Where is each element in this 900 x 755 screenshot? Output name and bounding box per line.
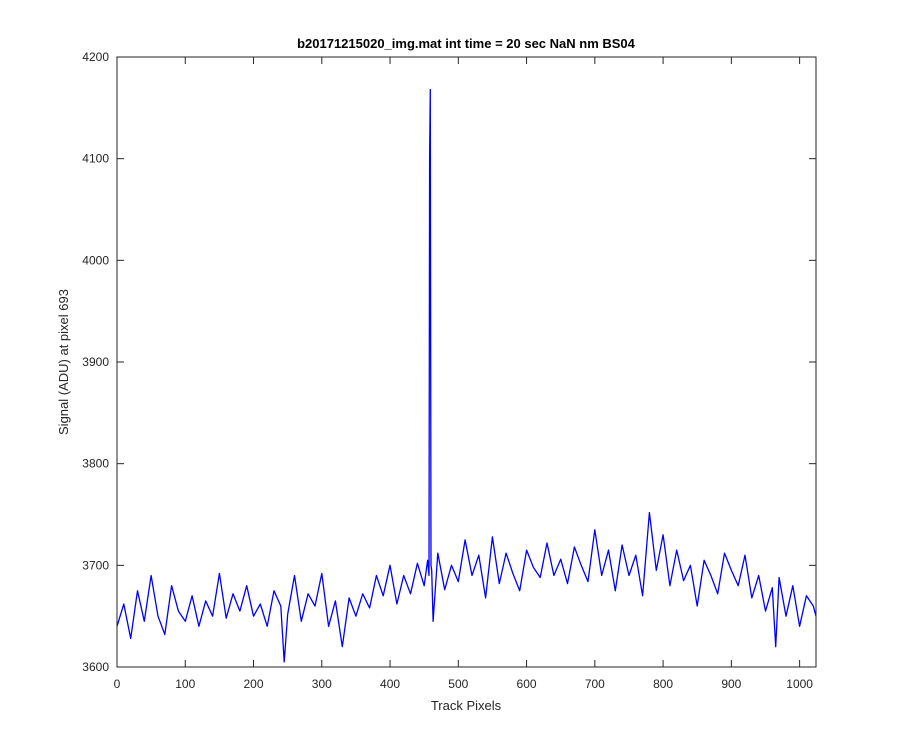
y-tick-label: 3700	[82, 558, 109, 572]
series-layer	[116, 88, 817, 663]
axes-box	[116, 56, 817, 668]
chart-title: b20171215020_img.mat int time = 20 sec N…	[297, 36, 636, 51]
y-tick-label: 3600	[82, 660, 109, 674]
x-axis-label: Track Pixels	[431, 698, 502, 713]
plot-area	[117, 57, 816, 667]
y-axis-label: Signal (ADU) at pixel 693	[56, 289, 71, 435]
x-tick-label: 700	[585, 677, 605, 691]
y-tick-label: 3900	[82, 355, 109, 369]
y-tick-labels: 3600 3700 3800 3900 4000 4100 4200	[82, 50, 109, 674]
signal-series-line	[116, 88, 817, 663]
y-tick-label: 4000	[82, 253, 109, 267]
x-tick-labels: 0 100 200 300 400 500 600 700 800 900 1000	[114, 677, 814, 691]
x-tick-label: 900	[721, 677, 741, 691]
x-tick-label: 500	[448, 677, 468, 691]
x-tick-label: 1000	[786, 677, 813, 691]
y-tick-label: 3800	[82, 457, 109, 471]
y-tick-label: 4100	[82, 152, 109, 166]
x-tick-label: 100	[175, 677, 195, 691]
tick-marks	[116, 56, 816, 668]
y-tick-label: 4200	[82, 50, 109, 64]
x-tick-label: 200	[244, 677, 264, 691]
x-tick-label: 600	[517, 677, 537, 691]
x-tick-label: 800	[653, 677, 673, 691]
x-tick-label: 400	[380, 677, 400, 691]
x-tick-label: 0	[114, 677, 121, 691]
x-tick-label: 300	[312, 677, 332, 691]
